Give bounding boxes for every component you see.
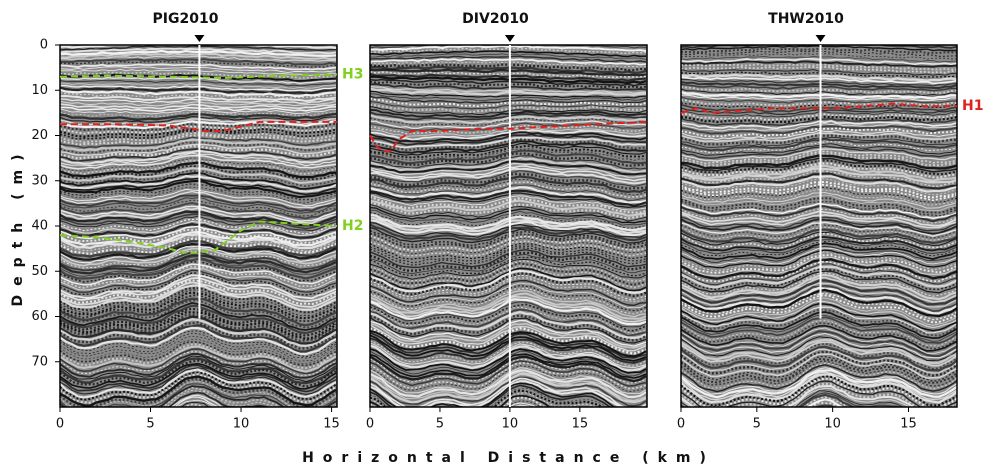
- panel-title: THW2010: [768, 11, 844, 27]
- radargram-texture: [370, 45, 647, 407]
- x-tick-label: 5: [436, 417, 444, 432]
- x-tick-label: 10: [502, 417, 519, 432]
- x-tick-label: 10: [824, 417, 841, 432]
- x-axis-label: Horizontal Distance (km): [302, 450, 715, 466]
- trace-marker: [194, 35, 205, 42]
- y-tick-label: 50: [31, 264, 48, 279]
- radargram-texture: [681, 45, 957, 407]
- x-tick-label: 15: [572, 417, 589, 432]
- horizon-label: H2: [342, 218, 363, 234]
- x-tick-label: 5: [146, 417, 154, 432]
- y-tick-label: 70: [31, 354, 48, 369]
- x-tick-label: 0: [677, 417, 685, 432]
- y-tick-label: 60: [31, 309, 48, 324]
- horizon: [60, 120, 337, 132]
- panel-frame: [680, 44, 958, 408]
- y-tick-label: 0: [40, 38, 48, 53]
- x-tick-label: 0: [56, 417, 64, 432]
- x-tick-label: 10: [233, 417, 250, 432]
- trace-marker: [815, 35, 826, 42]
- x-tick-label: 0: [366, 417, 374, 432]
- panel-frame: [369, 44, 648, 408]
- y-tick-label: 30: [31, 173, 48, 188]
- y-tick-label: 20: [31, 128, 48, 143]
- horizon: [369, 120, 648, 153]
- y-axis-label: Depth (m): [10, 145, 26, 306]
- horizon-label: H1: [962, 98, 983, 114]
- x-tick-label: 15: [323, 417, 340, 432]
- horizon-label: H3: [342, 66, 363, 82]
- horizon: [680, 102, 957, 114]
- trace-marker: [504, 35, 515, 42]
- panel-title: DIV2010: [462, 11, 529, 27]
- y-tick-label: 40: [31, 219, 48, 234]
- panel-title: PIG2010: [153, 11, 219, 27]
- horizon: [59, 73, 338, 80]
- x-tick-label: 5: [753, 417, 761, 432]
- y-tick-label: 10: [31, 83, 48, 98]
- x-tick-label: 15: [900, 417, 917, 432]
- radargram-texture: [60, 45, 337, 407]
